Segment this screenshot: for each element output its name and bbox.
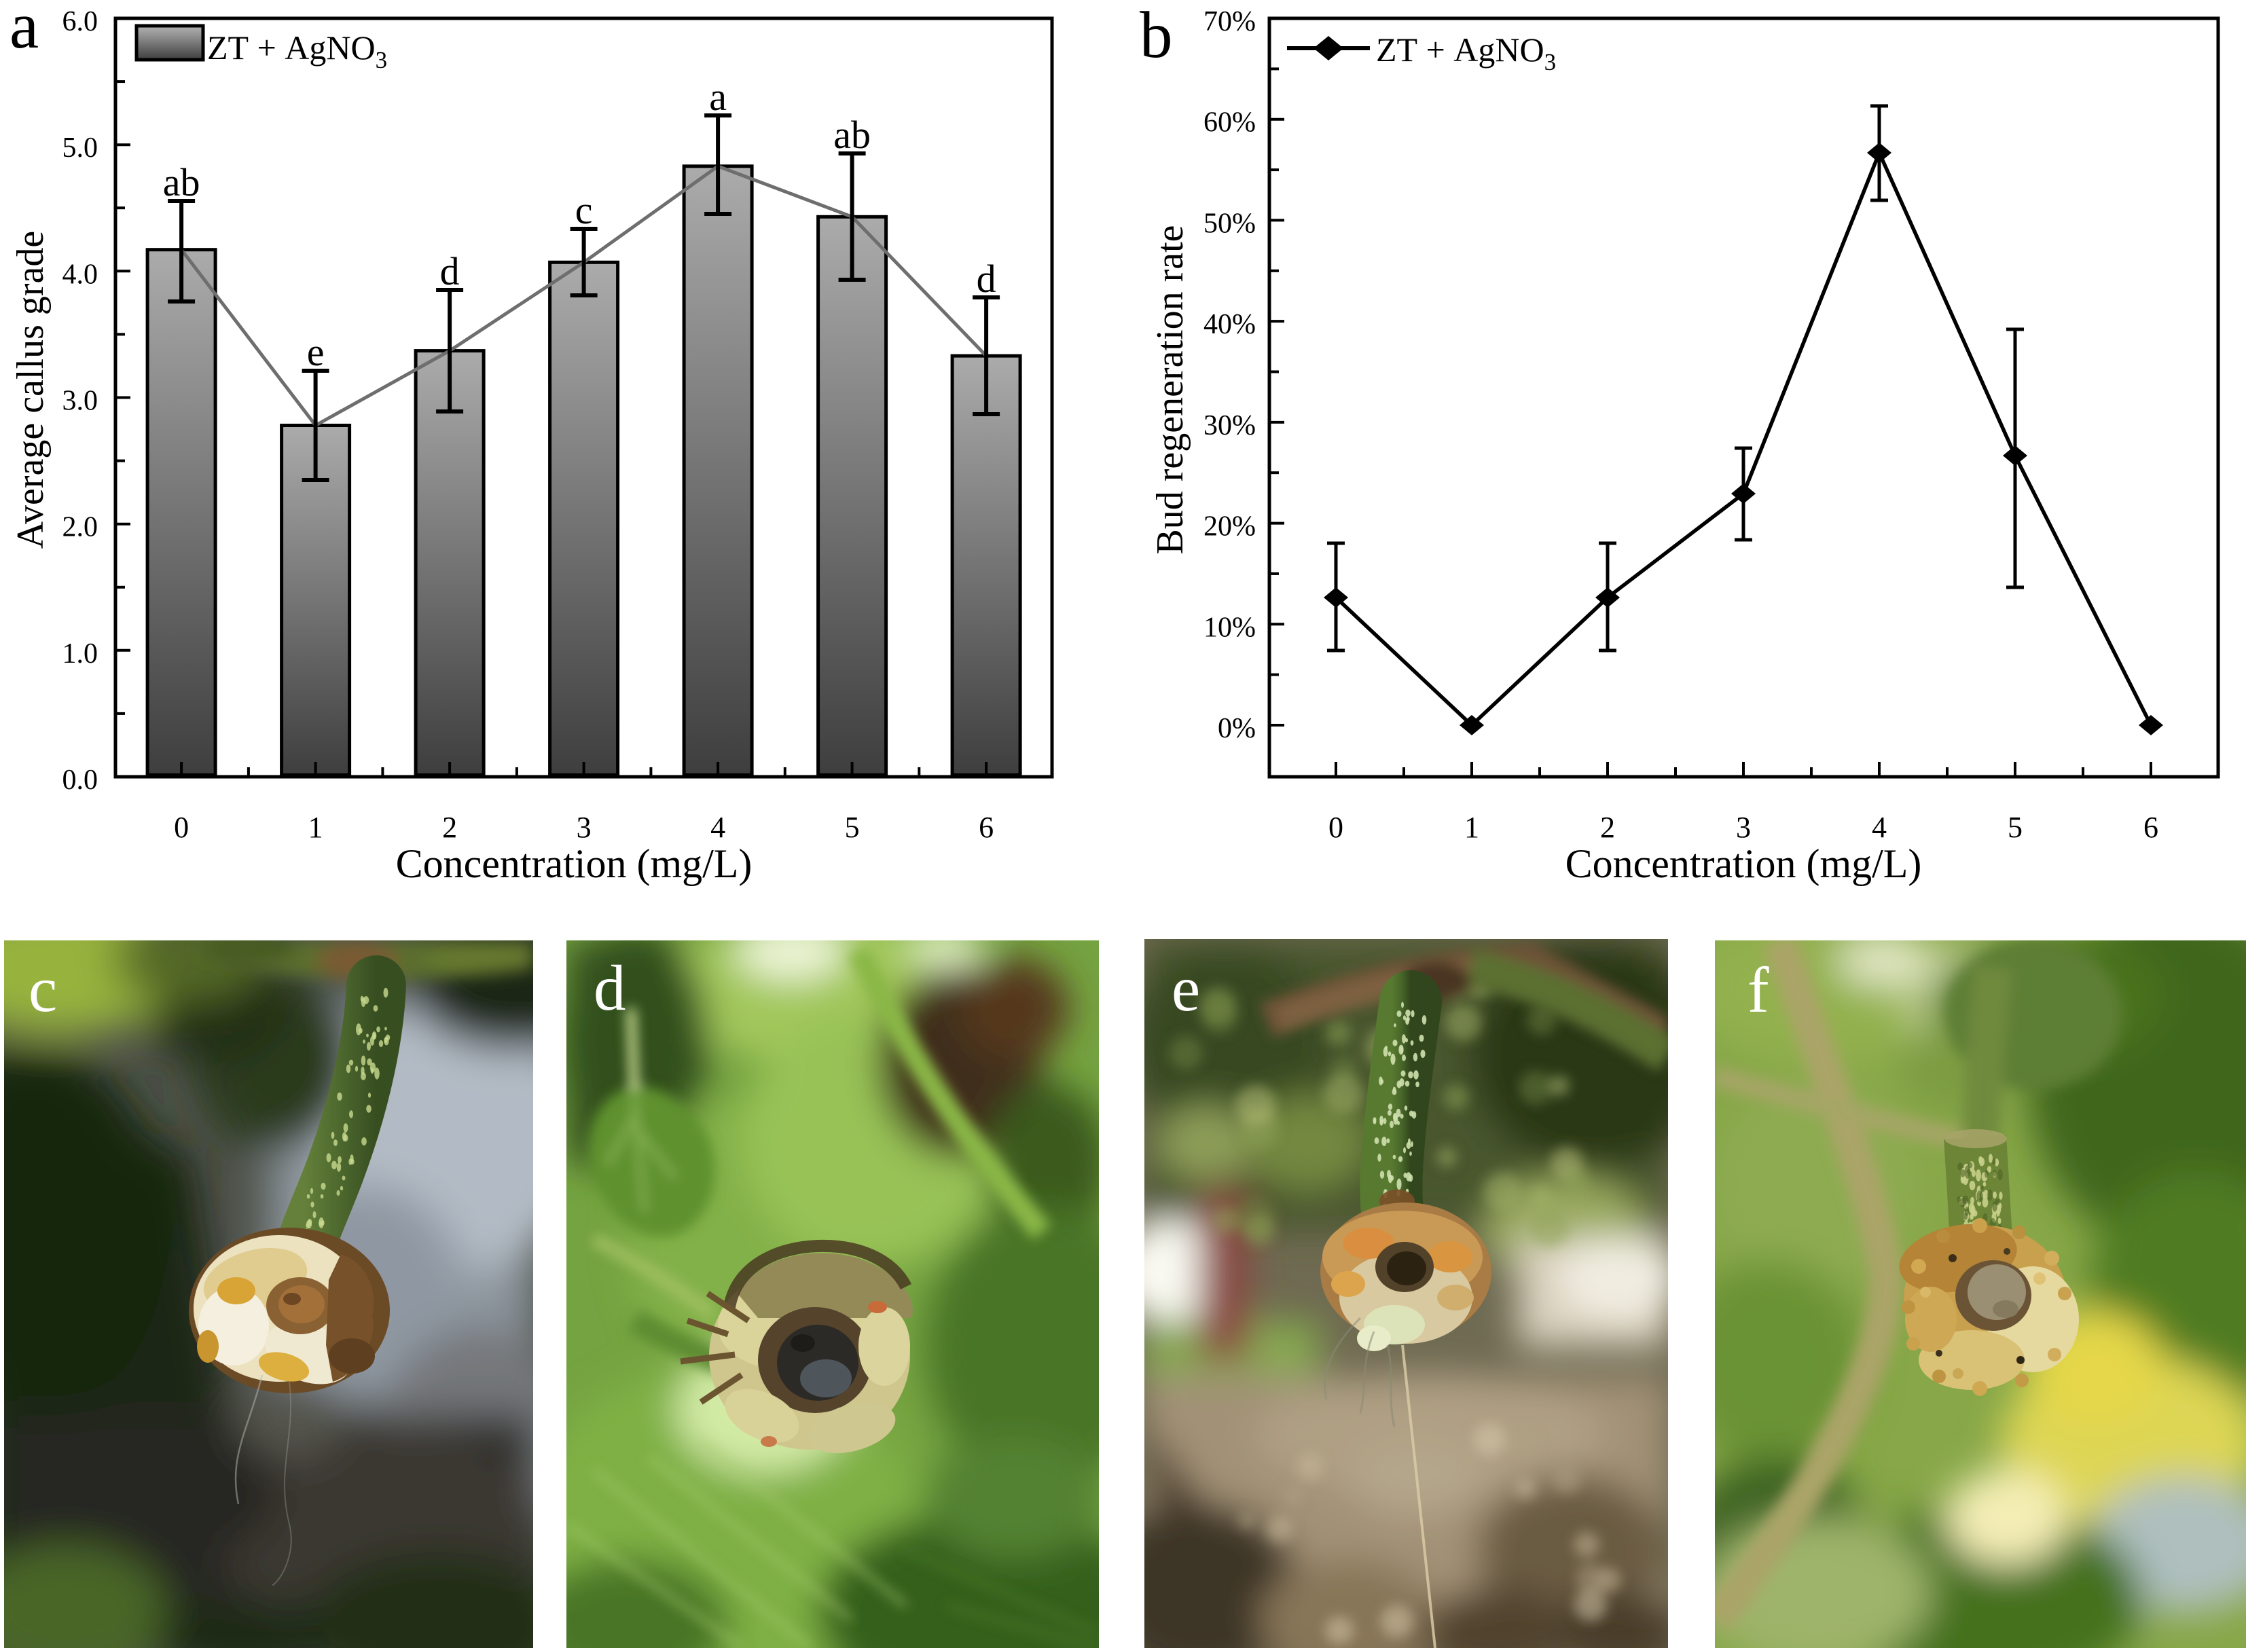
svg-text:Concentration (mg/L): Concentration (mg/L): [396, 841, 753, 886]
svg-text:ZT + AgNO3: ZT + AgNO3: [1376, 31, 1556, 75]
svg-text:6: 6: [979, 811, 994, 844]
svg-text:ZT + AgNO3: ZT + AgNO3: [207, 29, 387, 73]
svg-text:b: b: [1140, 0, 1173, 71]
svg-text:Bud regeneration rate: Bud regeneration rate: [1149, 225, 1191, 554]
svg-text:6.0: 6.0: [62, 6, 98, 37]
svg-text:1.0: 1.0: [62, 638, 98, 669]
svg-text:d: d: [440, 249, 460, 293]
svg-text:0: 0: [174, 811, 189, 844]
svg-text:5.0: 5.0: [62, 132, 98, 164]
svg-text:10%: 10%: [1203, 612, 1256, 643]
svg-text:e: e: [307, 330, 325, 374]
svg-text:d: d: [594, 952, 626, 1024]
svg-text:1: 1: [1464, 811, 1479, 844]
svg-text:60%: 60%: [1203, 107, 1256, 139]
svg-text:f: f: [1747, 954, 1769, 1026]
svg-text:5: 5: [845, 811, 860, 844]
svg-text:a: a: [10, 0, 39, 62]
svg-text:Concentration (mg/L): Concentration (mg/L): [1565, 841, 1922, 886]
svg-text:0: 0: [1328, 811, 1343, 844]
svg-text:ab: ab: [833, 113, 871, 157]
svg-text:3: 3: [577, 811, 592, 844]
svg-text:a: a: [709, 75, 727, 119]
svg-text:Average callus grade: Average callus grade: [10, 231, 52, 549]
svg-text:70%: 70%: [1203, 6, 1256, 37]
svg-text:4: 4: [710, 811, 725, 844]
svg-text:6: 6: [2143, 811, 2158, 844]
svg-text:2.0: 2.0: [62, 512, 98, 543]
svg-text:20%: 20%: [1203, 511, 1256, 543]
svg-text:50%: 50%: [1203, 208, 1256, 239]
svg-text:d: d: [977, 257, 996, 301]
svg-text:3.0: 3.0: [62, 386, 98, 417]
svg-text:3: 3: [1736, 811, 1751, 844]
svg-text:4.0: 4.0: [62, 259, 98, 290]
svg-text:30%: 30%: [1203, 410, 1256, 441]
svg-text:5: 5: [2008, 811, 2023, 844]
svg-text:0.0: 0.0: [62, 765, 98, 796]
svg-text:ab: ab: [163, 160, 200, 204]
svg-text:e: e: [1172, 953, 1200, 1025]
svg-text:2: 2: [442, 811, 457, 844]
svg-text:c: c: [575, 188, 593, 232]
svg-text:0%: 0%: [1218, 713, 1256, 744]
svg-text:1: 1: [308, 811, 323, 844]
svg-text:4: 4: [1872, 811, 1887, 844]
svg-text:2: 2: [1600, 811, 1615, 844]
svg-text:40%: 40%: [1203, 309, 1256, 340]
svg-text:c: c: [29, 953, 57, 1025]
